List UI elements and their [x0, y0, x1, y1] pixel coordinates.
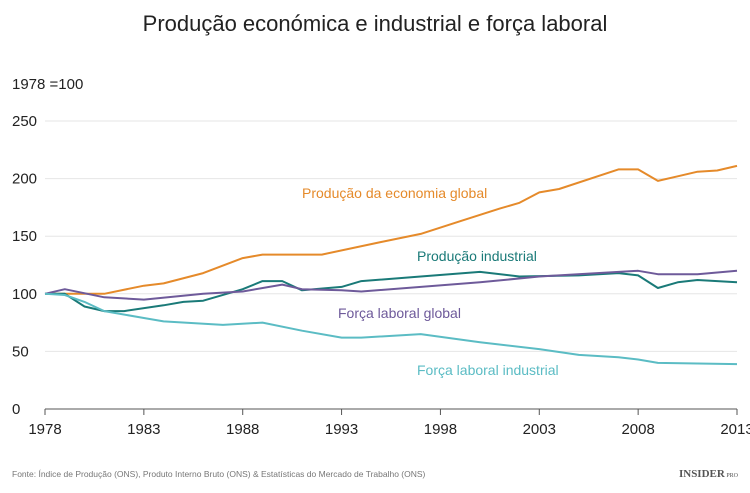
series-label-industrial-labor: Força laboral industrial: [417, 362, 559, 378]
series-line-0: [45, 164, 738, 295]
chart-title: Produção económica e industrial e força …: [143, 11, 608, 36]
x-tick-label: 1998: [424, 421, 457, 438]
series-label-industrial-output: Produção industrial: [417, 248, 537, 264]
x-tick-label: 1983: [127, 421, 160, 438]
y-tick-label: 100: [12, 286, 37, 303]
y-tick-label: 250: [12, 113, 37, 130]
x-tick-label: 1993: [325, 421, 358, 438]
series-label-economy: Produção da economia global: [302, 185, 487, 201]
series-label-global-labor: Força laboral global: [338, 305, 461, 321]
insider-pro-logo: INSIDER PRO: [679, 468, 739, 480]
y-tick-label: 0: [12, 401, 20, 418]
x-tick-label: 1988: [226, 421, 259, 438]
y-axis-label: 1978 =100: [12, 76, 83, 93]
series-line-1: [45, 270, 738, 313]
x-tick-label: 2008: [621, 421, 654, 438]
series-line-3: [44, 292, 738, 366]
y-tick-label: 150: [12, 228, 37, 245]
series-line-2: [44, 269, 738, 301]
y-tick-label: 50: [12, 343, 29, 360]
y-tick-label: 200: [12, 171, 37, 188]
x-tick-label: 2013: [720, 421, 750, 438]
source-note: Fonte: Índice de Produção (ONS), Produto…: [12, 469, 426, 479]
x-tick-label: 1978: [28, 421, 61, 438]
x-tick-label: 2003: [523, 421, 556, 438]
